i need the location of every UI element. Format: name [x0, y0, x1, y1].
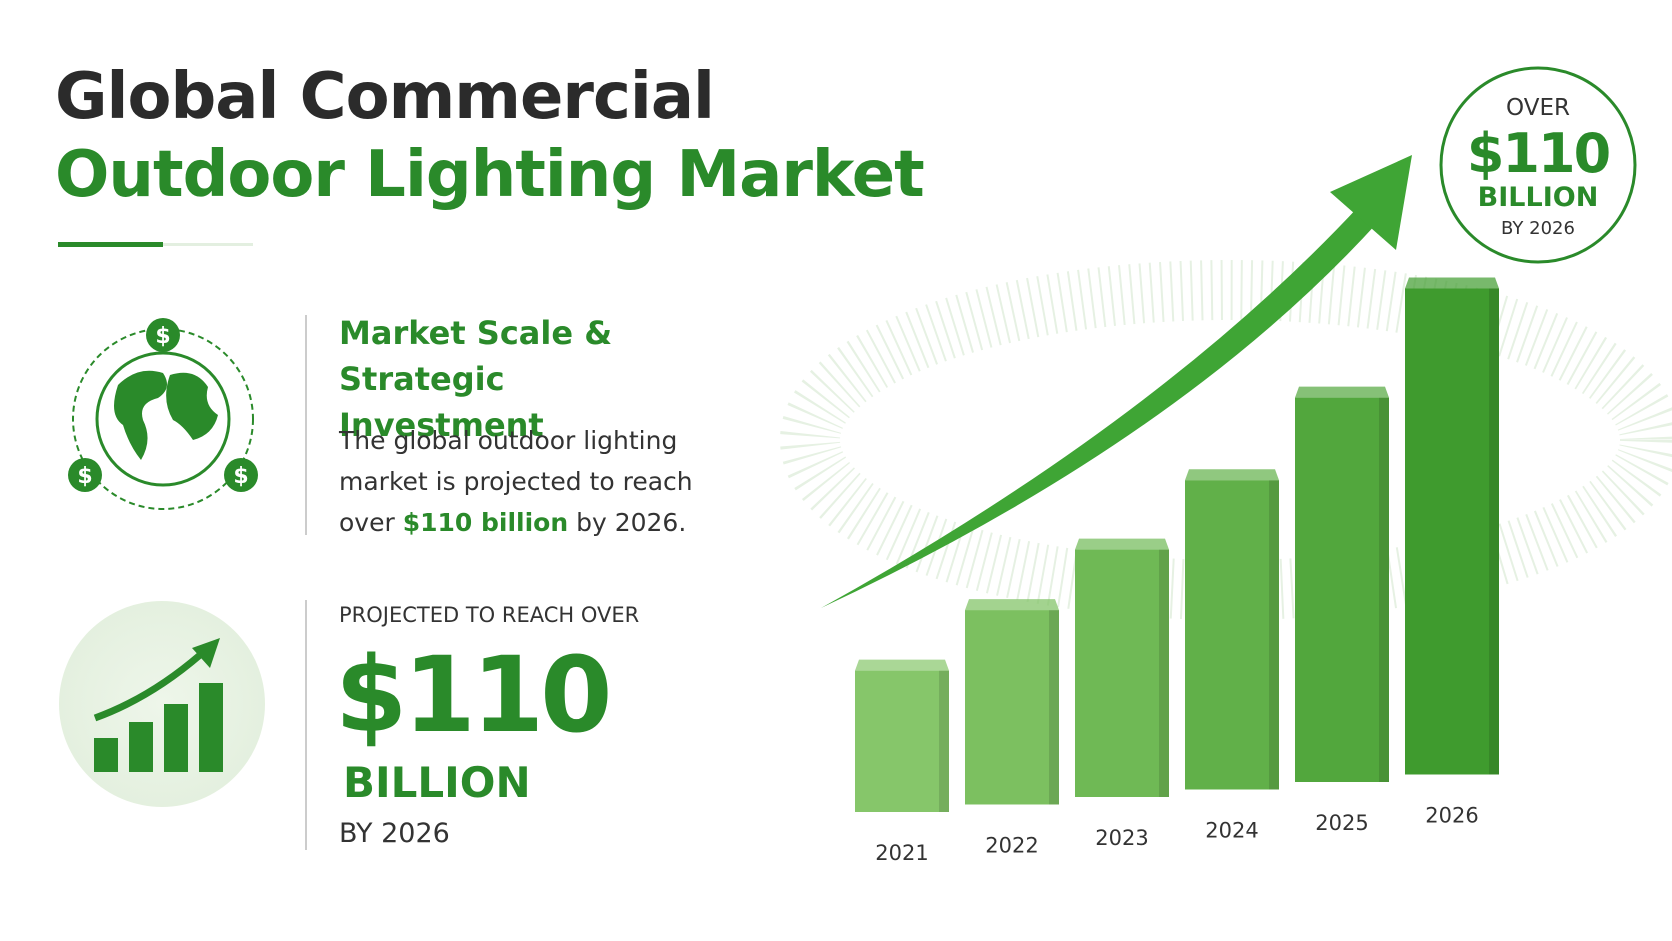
svg-text:$: $: [155, 324, 170, 349]
trend-arrow: [821, 155, 1412, 608]
x-tick-label: 2024: [1205, 819, 1258, 843]
badge: OVER $110 BILLION BY 2026: [1439, 66, 1637, 264]
bar: [965, 610, 1059, 805]
body-highlight: $110 billion: [402, 508, 569, 537]
badge-line: OVER: [1506, 95, 1570, 121]
stat-label: PROJECTED TO REACH OVER: [339, 603, 640, 627]
stat-amount: $110: [335, 634, 612, 756]
x-tick-label: 2025: [1315, 811, 1368, 835]
title: Outdoor Lighting Market: [55, 138, 925, 212]
svg-text:$: $: [77, 464, 92, 489]
bar: [855, 670, 949, 812]
bar-top: [855, 659, 949, 671]
x-tick-label: 2021: [875, 841, 928, 865]
stat-unit: BILLION: [343, 758, 531, 807]
underline: [58, 242, 163, 247]
title: Global Commercial: [55, 60, 715, 134]
section-body: The global outdoor lighting market is pr…: [339, 420, 719, 543]
bar: [1185, 480, 1279, 790]
bar-top: [1075, 538, 1169, 550]
bar: [1405, 288, 1499, 775]
bar: [1295, 397, 1389, 782]
bar: [1075, 549, 1169, 797]
bar-side: [1159, 549, 1169, 797]
section-heading: Market Scale & Strategic Investment: [339, 314, 613, 444]
x-tick-label: 2023: [1095, 826, 1148, 850]
bar-side: [1269, 480, 1279, 790]
growth-icon: [59, 601, 265, 807]
svg-text:$: $: [233, 464, 248, 489]
bar-top: [965, 599, 1059, 611]
bar-side: [1049, 610, 1059, 805]
globe-icon: $ $ $: [68, 318, 258, 510]
underline-track: [163, 243, 253, 246]
badge-amount: $110: [1467, 122, 1609, 185]
badge-unit: BILLION: [1478, 182, 1599, 213]
bar-top: [1295, 386, 1389, 398]
badge-year: BY 2026: [1501, 218, 1575, 239]
x-tick-label: 2022: [985, 834, 1038, 858]
bar-side: [1379, 397, 1389, 782]
stat-year: BY 2026: [339, 818, 450, 849]
body-text: The global outdoor lighting market is pr…: [339, 426, 693, 537]
bar-top: [1185, 469, 1279, 481]
x-tick-label: 2026: [1425, 804, 1478, 828]
bar-chart: 2021 2022 2023 2024 2025 2026: [855, 277, 1499, 865]
bar-side: [1489, 288, 1499, 775]
body-text: by 2026.: [568, 508, 687, 537]
map-dots: [780, 260, 1672, 620]
bar-top: [1405, 277, 1499, 289]
bar-side: [939, 670, 949, 812]
